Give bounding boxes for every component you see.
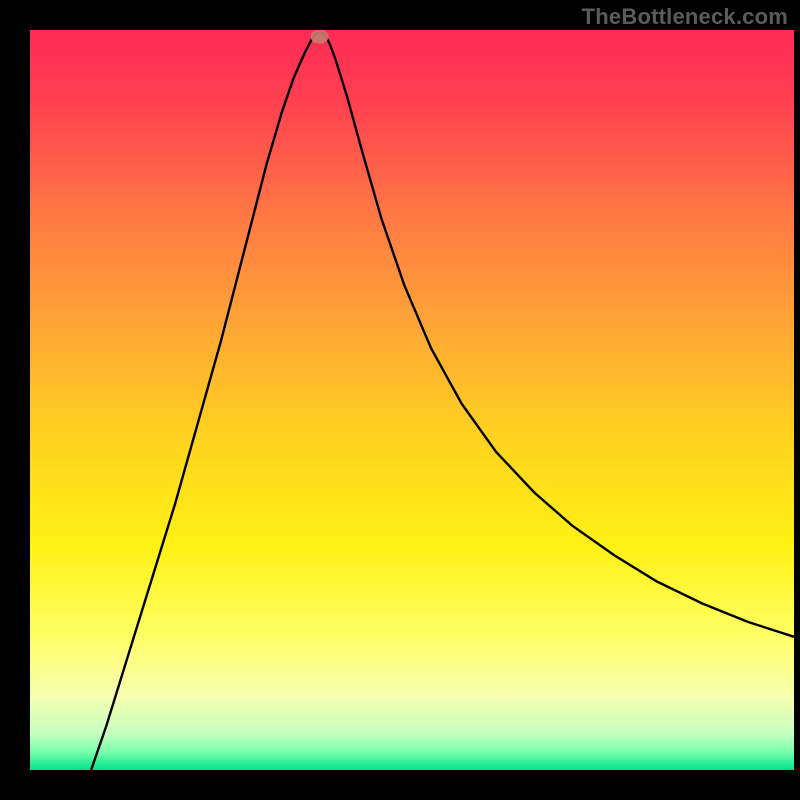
bottleneck-curve [30, 30, 794, 770]
plot-area [30, 30, 794, 770]
watermark-text: TheBottleneck.com [582, 4, 788, 30]
minimum-marker [311, 30, 329, 44]
frame-left [0, 0, 30, 800]
curve-polyline [91, 31, 794, 770]
frame-bottom [0, 770, 800, 800]
frame-right [794, 0, 800, 800]
